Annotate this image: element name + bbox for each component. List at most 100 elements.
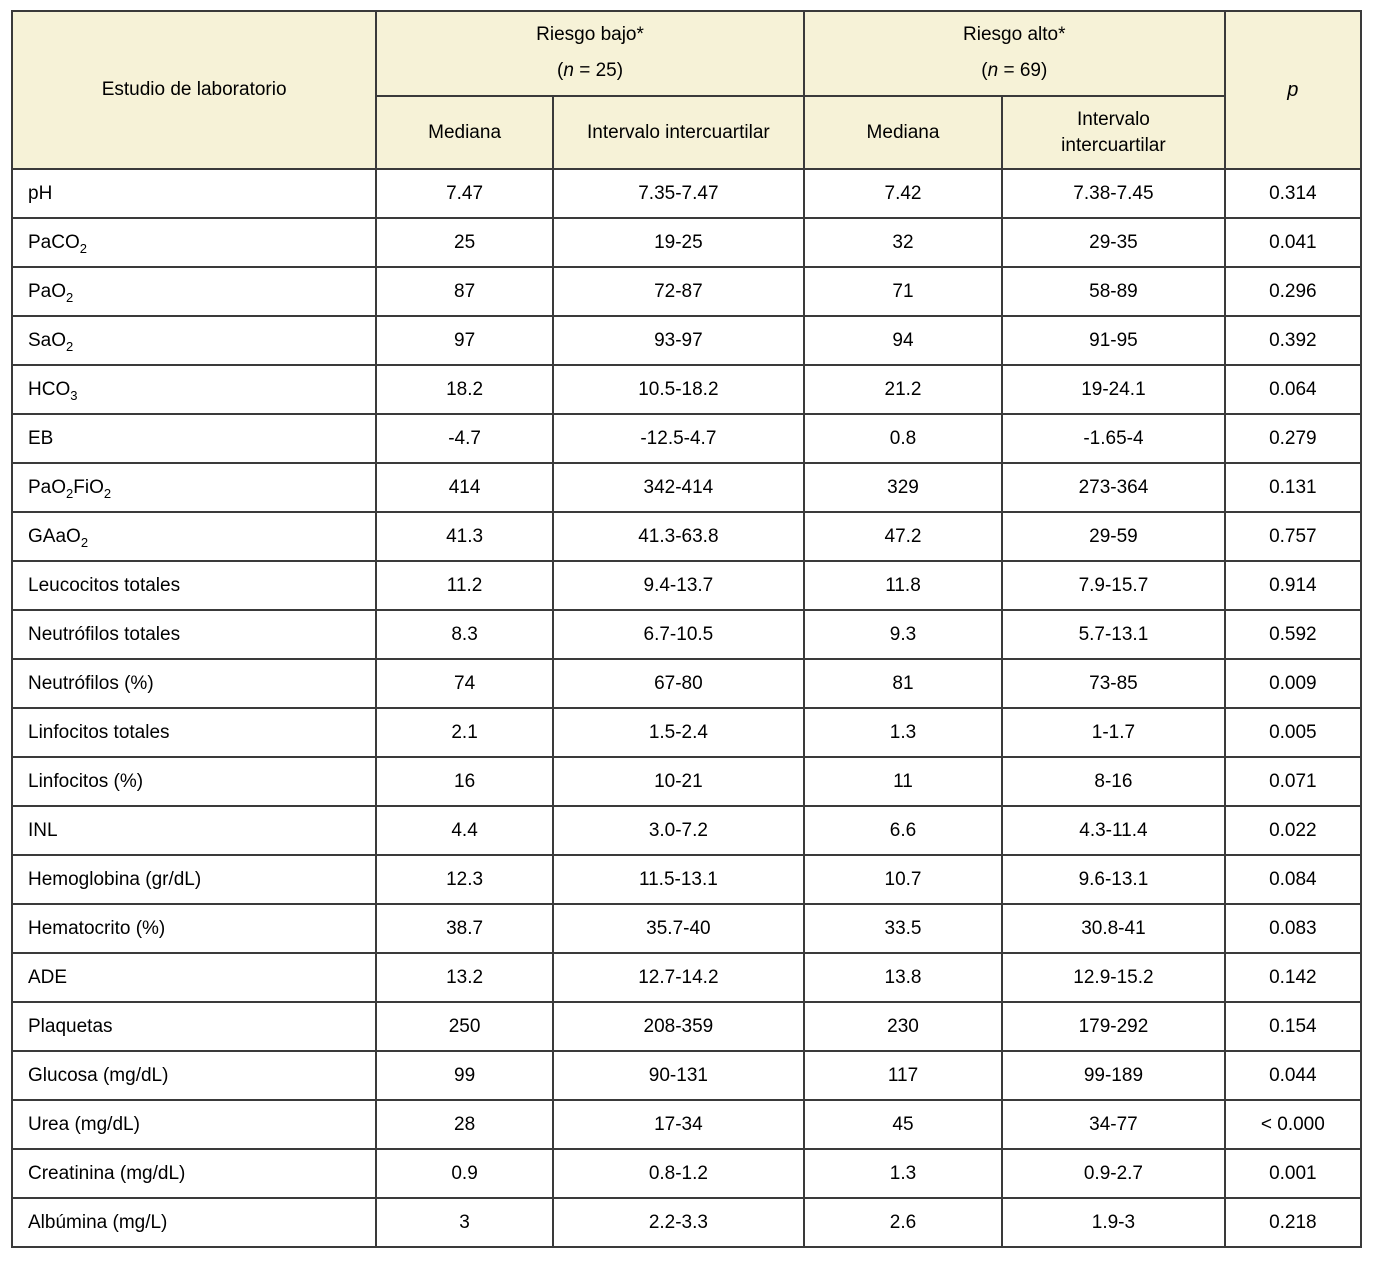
value-cell: 250 — [375, 1001, 554, 1052]
row-label: Linfocitos (%) — [10, 756, 378, 807]
column-header-intervalo-bajo: Intervalo intercuartilar — [551, 95, 805, 170]
value-cell: 11 — [802, 756, 1004, 807]
value-cell: 35.7-40 — [551, 903, 805, 954]
value-cell: 73-85 — [1001, 658, 1226, 709]
value-cell: 7.9-15.7 — [1001, 560, 1226, 611]
value-cell: 11.2 — [375, 560, 554, 611]
n-symbol: n — [987, 60, 999, 81]
value-cell: 0.041 — [1223, 217, 1363, 268]
lab-results-table: Estudio de laboratorio Riesgo bajo* (n =… — [10, 10, 1363, 1248]
value-cell: 273-364 — [1001, 462, 1226, 513]
value-cell: 0.279 — [1223, 413, 1363, 464]
value-cell: 1.3 — [802, 1148, 1004, 1199]
value-cell: 4.4 — [375, 805, 554, 856]
value-cell: 12.3 — [375, 854, 554, 905]
value-cell: 9.6-13.1 — [1001, 854, 1226, 905]
row-label: Neutrófilos (%) — [10, 658, 378, 709]
paren-open: ( — [557, 60, 564, 81]
value-cell: 208-359 — [551, 1001, 805, 1052]
table-body: pH 7.47 7.35-7.47 7.42 7.38-7.45 0.314 PaCO2 25… — [10, 168, 1363, 1248]
value-cell: 10.7 — [802, 854, 1004, 905]
value-cell: 0.218 — [1223, 1197, 1363, 1248]
value-cell: 67-80 — [551, 658, 805, 709]
row-label: INL — [10, 805, 378, 856]
column-group-riesgo-bajo: Riesgo bajo* (n = 25) — [375, 10, 805, 97]
table-row: GAaO2 41.3 41.3-63.8 47.2 29-59 0.757 — [10, 511, 1363, 562]
value-cell: 71 — [802, 266, 1004, 317]
value-cell: 6.7-10.5 — [551, 609, 805, 660]
value-cell: 0.9-2.7 — [1001, 1148, 1226, 1199]
value-cell: 0.022 — [1223, 805, 1363, 856]
value-cell: 0.8-1.2 — [551, 1148, 805, 1199]
header-row-groups: Estudio de laboratorio Riesgo bajo* (n =… — [10, 10, 1363, 170]
table-row: ADE 13.2 12.7-14.2 13.8 12.9-15.2 0.142 — [10, 952, 1363, 1003]
row-label: Albúmina (mg/L) — [10, 1197, 378, 1248]
row-label: EB — [10, 413, 378, 464]
value-cell: 91-95 — [1001, 315, 1226, 366]
value-cell: 1-1.7 — [1001, 707, 1226, 758]
value-cell: 38.7 — [375, 903, 554, 954]
table-row: Neutrófilos (%) 74 67-80 81 73-85 0.009 — [10, 658, 1363, 709]
value-cell: 17-34 — [551, 1099, 805, 1150]
column-header-p-value: p — [1223, 10, 1363, 170]
value-cell: 10.5-18.2 — [551, 364, 805, 415]
value-cell: 13.8 — [802, 952, 1004, 1003]
row-label: PaO2FiO2 — [10, 462, 378, 513]
value-cell: 12.7-14.2 — [551, 952, 805, 1003]
value-cell: 13.2 — [375, 952, 554, 1003]
table-row: Hematocrito (%) 38.7 35.7-40 33.5 30.8-41 0.0… — [10, 903, 1363, 954]
subscript: 2 — [66, 485, 74, 501]
value-cell: 41.3 — [375, 511, 554, 562]
row-label: pH — [10, 168, 378, 219]
value-cell: 19-25 — [551, 217, 805, 268]
value-cell: -4.7 — [375, 413, 554, 464]
subscript: 2 — [66, 338, 74, 354]
value-cell: 329 — [802, 462, 1004, 513]
table-row: PaO2 87 72-87 71 58-89 0.296 — [10, 266, 1363, 317]
value-cell: 0.392 — [1223, 315, 1363, 366]
value-cell: 7.42 — [802, 168, 1004, 219]
value-cell: 179-292 — [1001, 1001, 1226, 1052]
value-cell: 9.4-13.7 — [551, 560, 805, 611]
value-cell: 0.084 — [1223, 854, 1363, 905]
table-row: Neutrófilos totales 8.3 6.7-10.5 9.3 5.7-13.… — [10, 609, 1363, 660]
riesgo-bajo-title: Riesgo bajo* — [536, 24, 644, 46]
value-cell: 7.47 — [375, 168, 554, 219]
value-cell: 29-35 — [1001, 217, 1226, 268]
value-cell: 9.3 — [802, 609, 1004, 660]
value-cell: 58-89 — [1001, 266, 1226, 317]
value-cell: 29-59 — [1001, 511, 1226, 562]
subscript: 2 — [79, 240, 87, 256]
value-cell: 90-131 — [551, 1050, 805, 1101]
row-label: ADE — [10, 952, 378, 1003]
value-cell: 33.5 — [802, 903, 1004, 954]
value-cell: 0.914 — [1223, 560, 1363, 611]
table-row: pH 7.47 7.35-7.47 7.42 7.38-7.45 0.314 — [10, 168, 1363, 219]
value-cell: < 0.000 — [1223, 1099, 1363, 1150]
row-label: SaO2 — [10, 315, 378, 366]
value-cell: 3.0-7.2 — [551, 805, 805, 856]
row-label: PaO2 — [10, 266, 378, 317]
value-cell: 87 — [375, 266, 554, 317]
value-cell: 0.071 — [1223, 756, 1363, 807]
row-label: Hemoglobina (gr/dL) — [10, 854, 378, 905]
row-label: GAaO2 — [10, 511, 378, 562]
column-header-mediana-alto: Mediana — [802, 95, 1004, 170]
row-label: Hematocrito (%) — [10, 903, 378, 954]
value-cell: 0.005 — [1223, 707, 1363, 758]
table-row: Plaquetas 250 208-359 230 179-292 0.154 — [10, 1001, 1363, 1052]
table-row: EB -4.7 -12.5-4.7 0.8 -1.65-4 0.279 — [10, 413, 1363, 464]
value-cell: 414 — [375, 462, 554, 513]
value-cell: 0.083 — [1223, 903, 1363, 954]
value-cell: 0.314 — [1223, 168, 1363, 219]
riesgo-bajo-sample-size: (n = 25) — [383, 60, 797, 83]
value-cell: 99 — [375, 1050, 554, 1101]
value-cell: 0.9 — [375, 1148, 554, 1199]
row-label: Creatinina (mg/dL) — [10, 1148, 378, 1199]
value-cell: 7.35-7.47 — [551, 168, 805, 219]
table-header: Estudio de laboratorio Riesgo bajo* (n =… — [10, 10, 1363, 170]
value-cell: 0.154 — [1223, 1001, 1363, 1052]
value-cell: 11.5-13.1 — [551, 854, 805, 905]
value-cell: 10-21 — [551, 756, 805, 807]
